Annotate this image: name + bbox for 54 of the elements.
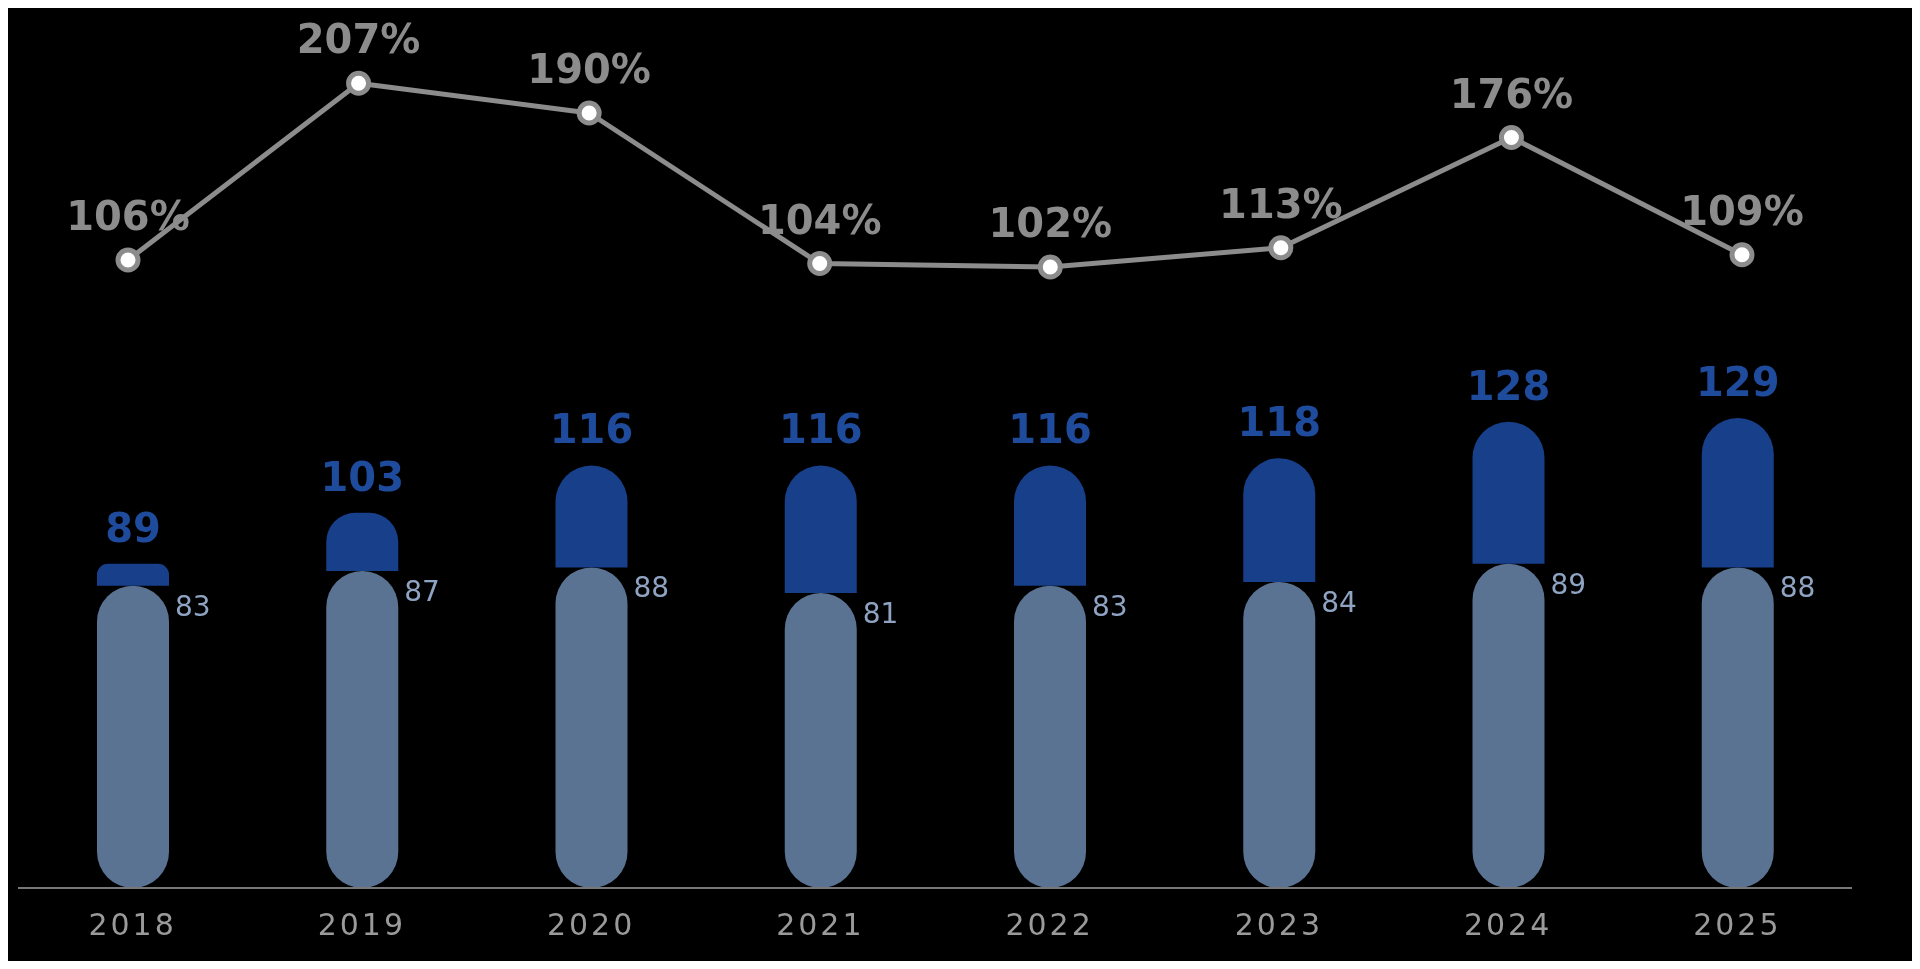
x-tick-label: 2020 xyxy=(546,907,636,943)
bar xyxy=(97,585,169,888)
total-label: 103 xyxy=(320,453,404,500)
x-tick-label: 2021 xyxy=(776,907,865,943)
data-label: 84 xyxy=(1321,586,1357,619)
bar xyxy=(326,571,399,888)
total-label: 116 xyxy=(779,406,863,453)
data-label: 104% xyxy=(757,196,882,243)
data-label: 190% xyxy=(527,46,651,92)
data-label: 83 xyxy=(1092,589,1128,623)
data-label: 87 xyxy=(404,575,440,609)
data-label: 106% xyxy=(66,193,190,239)
data-label: 113% xyxy=(1219,180,1343,227)
x-tick-label: 2022 xyxy=(1005,907,1094,943)
data-label: 176% xyxy=(1449,70,1574,117)
point xyxy=(1498,125,1524,150)
data-label: 81 xyxy=(862,596,899,630)
point xyxy=(1268,235,1294,261)
data-label: 88 xyxy=(1779,571,1816,605)
point xyxy=(346,70,372,96)
total-label: 116 xyxy=(1008,406,1092,453)
point xyxy=(115,247,141,273)
point xyxy=(1729,242,1755,268)
data-label: 89 xyxy=(1550,567,1587,601)
bar xyxy=(1243,458,1316,582)
bar xyxy=(97,563,169,586)
total-label: 128 xyxy=(1466,362,1551,409)
bar xyxy=(784,592,857,888)
point xyxy=(576,100,602,126)
data-label: 109% xyxy=(1680,187,1804,234)
x-tick-label: 2025 xyxy=(1693,907,1782,943)
bar xyxy=(784,465,857,593)
point xyxy=(807,251,833,276)
bar xyxy=(1014,465,1086,586)
total-label: 118 xyxy=(1237,399,1321,446)
total-label: 116 xyxy=(549,406,634,453)
x-tick-label: 2019 xyxy=(317,907,407,943)
data-label: 83 xyxy=(175,589,211,623)
bar xyxy=(1701,418,1774,568)
total-label: 89 xyxy=(105,504,161,551)
bar xyxy=(555,567,628,888)
bar xyxy=(1243,582,1316,888)
x-tick-label: 2024 xyxy=(1463,907,1553,943)
point xyxy=(1037,254,1063,280)
x-tick-label: 2023 xyxy=(1234,907,1324,943)
bar xyxy=(1472,563,1545,888)
bar xyxy=(1472,421,1545,564)
x-tick-label: 2018 xyxy=(88,907,177,943)
data-label: 102% xyxy=(988,200,1113,246)
data-label: 88 xyxy=(633,571,670,605)
bar xyxy=(1014,585,1086,888)
data-label: 207% xyxy=(296,16,421,63)
bar xyxy=(1701,567,1774,888)
total-label: 129 xyxy=(1696,359,1780,406)
